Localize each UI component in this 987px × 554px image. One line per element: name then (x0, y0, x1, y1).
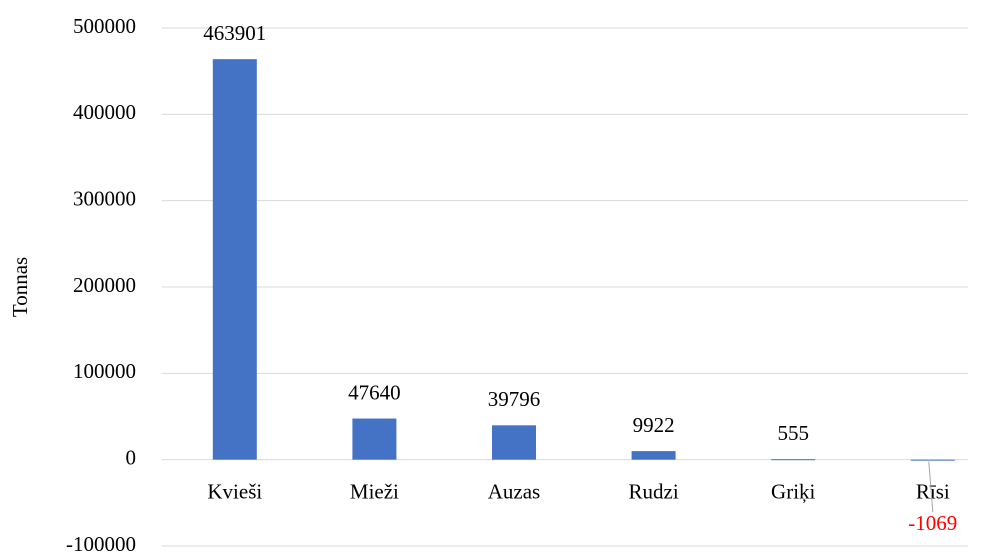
value-label: -1069 (908, 511, 957, 535)
x-tick-label: Kvieši (207, 479, 262, 503)
y-axis-label: Tonnas (8, 257, 32, 317)
x-tick-label: Auzas (488, 479, 540, 503)
y-tick-label: 200000 (73, 273, 136, 297)
bar (352, 418, 397, 460)
value-label: 463901 (203, 21, 266, 45)
value-label: 47640 (348, 380, 401, 404)
x-tick-label: Rudzi (629, 479, 679, 503)
x-tick-label: Rīsi (916, 479, 950, 503)
bar (492, 425, 536, 460)
y-tick-label: 100000 (73, 359, 136, 383)
bar (631, 451, 676, 460)
x-tick-label: Griķi (771, 479, 815, 503)
value-label: 9922 (633, 413, 675, 437)
y-tick-label: 400000 (73, 100, 136, 124)
x-tick-label: Mieži (350, 479, 399, 503)
y-tick-label: 300000 (73, 186, 136, 210)
bar (771, 459, 816, 461)
bar (212, 59, 257, 460)
value-label: 555 (777, 421, 809, 445)
y-tick-label: 500000 (73, 14, 136, 38)
leader-line (928, 461, 934, 513)
y-tick-label: 0 (126, 445, 137, 469)
y-tick-label: -100000 (66, 532, 136, 554)
bar (910, 459, 955, 461)
value-label: 39796 (488, 387, 541, 411)
